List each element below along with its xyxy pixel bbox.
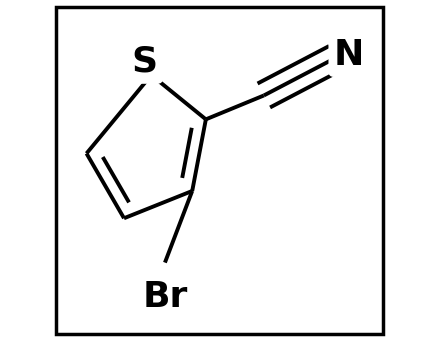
- Text: S: S: [131, 44, 157, 78]
- Text: Br: Br: [142, 280, 187, 314]
- Text: N: N: [333, 38, 364, 72]
